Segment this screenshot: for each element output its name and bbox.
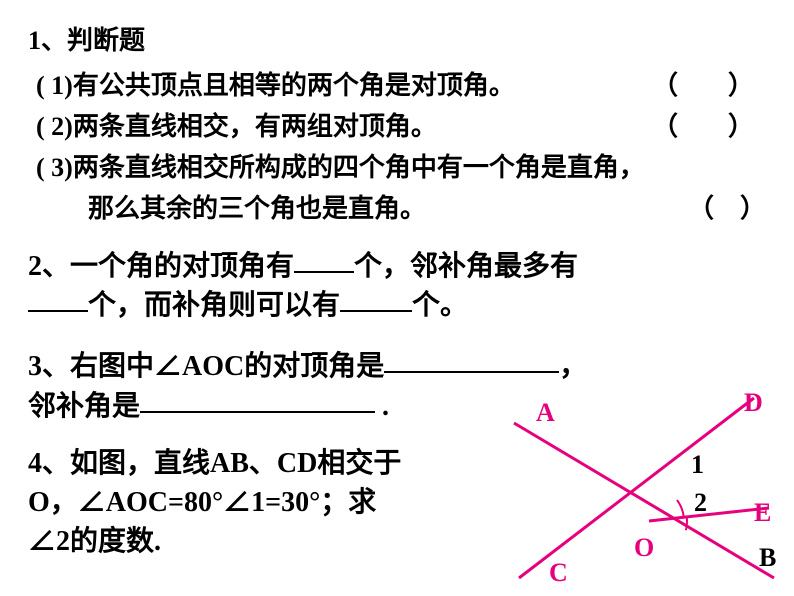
diagram-label-D: D	[744, 388, 763, 418]
q1-header: 1、判断题	[28, 20, 766, 57]
q3-blank-1	[384, 369, 559, 373]
q2-part2: 个，邻补角最多有	[354, 251, 578, 282]
q1-item-3: ( 3)两条直线相交所构成的四个角中有一个角是直角，	[36, 147, 766, 184]
q1-item-2-paren: （ ）	[652, 106, 766, 143]
q3-blank-2	[140, 409, 375, 413]
q2-part1: 2、一个角的对顶角有	[28, 251, 294, 282]
q3-part3: 邻补角是	[28, 391, 140, 422]
q2-part4: 个。	[412, 290, 468, 321]
q1-item-1: ( 1)有公共顶点且相等的两个角是对顶角。 （ ）	[36, 65, 766, 102]
q1-item-1-label: ( 1)	[36, 71, 73, 100]
diagram-label-B: B	[759, 543, 776, 573]
geometry-diagram: A D EB C O 1 2	[474, 388, 784, 588]
q1-item-3-paren: （ ）	[688, 188, 766, 225]
q2-part3: 个，而补角则可以有	[88, 290, 340, 321]
diagram-label-C: C	[549, 558, 568, 588]
q1-item-2: ( 2)两条直线相交，有两组对顶角。 （ ）	[36, 106, 766, 143]
q1-item-3-cont-text: 那么其余的三个角也是直角。	[88, 188, 426, 225]
diagram-label-n2: 2	[694, 488, 707, 518]
q4-line2: O，∠AOC=80°∠1=30°；求	[28, 487, 376, 518]
q2-blank-3	[340, 308, 412, 312]
q1-item-2-text: 两条直线相交，有两组对顶角。	[73, 112, 437, 141]
q1-item-3-label: ( 3)	[36, 153, 73, 182]
q1-item-1-paren: （ ）	[652, 65, 766, 102]
q4-line3: ∠2的度数.	[28, 526, 161, 557]
diagram-label-E: E	[754, 498, 771, 528]
q1-item-3-cont: 那么其余的三个角也是直角。 （ ）	[88, 188, 766, 225]
q3-part2: ，	[559, 351, 587, 382]
q2-blank-1	[294, 269, 354, 273]
q1-item-2-label: ( 2)	[36, 112, 73, 141]
q1-item-3-text: 两条直线相交所构成的四个角中有一个角是直角，	[73, 153, 645, 182]
q4-line1: 4、如图，直线AB、CD相交于	[28, 448, 401, 479]
question-2: 2、一个角的对顶角有 个，邻补角最多有 个，而补角则可以有 个。	[28, 247, 766, 325]
diagram-label-A: A	[536, 398, 555, 428]
q3-part4: .	[375, 391, 389, 422]
q2-blank-2	[28, 308, 88, 312]
q1-item-1-text: 有公共顶点且相等的两个角是对顶角。	[73, 71, 515, 100]
diagram-label-O: O	[634, 533, 654, 563]
q3-part1: 3、右图中∠AOC的对顶角是	[28, 351, 384, 382]
question-4: 4、如图，直线AB、CD相交于 O，∠AOC=80°∠1=30°；求 ∠2的度数…	[28, 444, 488, 562]
diagram-label-n1: 1	[691, 450, 704, 480]
diagram-svg	[474, 388, 784, 588]
